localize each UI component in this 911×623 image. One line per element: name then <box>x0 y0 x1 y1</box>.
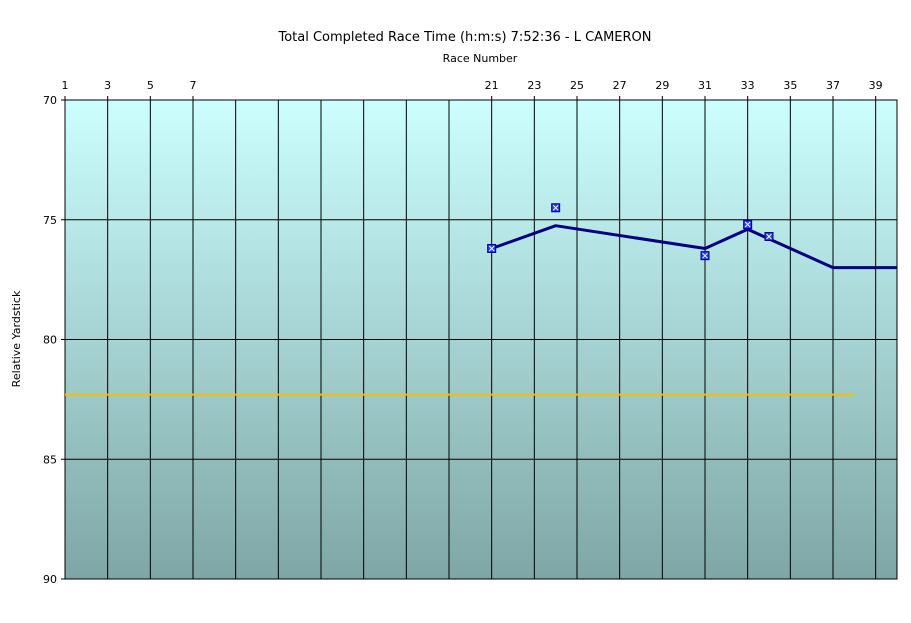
y-tick-label: 75 <box>43 214 57 227</box>
x-tick-label: 5 <box>147 79 154 92</box>
y-axis-label: Relative Yardstick <box>10 290 23 387</box>
x-tick-label: 3 <box>104 79 111 92</box>
x-tick-label: 33 <box>741 79 755 92</box>
grid <box>65 100 897 579</box>
x-axis-ticks: 1 3 5 7 21 23 25 27 29 31 33 35 37 39 <box>62 79 883 100</box>
y-tick-label: 70 <box>43 94 57 107</box>
series-line <box>491 224 897 270</box>
y-tick-label: 80 <box>43 334 57 347</box>
data-point-marker <box>487 243 497 253</box>
x-tick-label: 39 <box>869 79 883 92</box>
x-tick-label: 21 <box>485 79 499 92</box>
data-point-marker <box>764 232 774 242</box>
chart-title: Total Completed Race Time (h:m:s) 7:52:3… <box>277 30 651 45</box>
x-tick-label: 27 <box>613 79 627 92</box>
data-point-marker <box>700 251 710 261</box>
marker-cross <box>702 252 708 259</box>
x-tick-label: 37 <box>826 79 840 92</box>
marker-cross <box>766 233 772 240</box>
x-tick-label: 23 <box>527 79 541 92</box>
marker-cross <box>552 204 559 211</box>
data-point-marker <box>551 203 561 213</box>
marker-cross <box>488 245 495 252</box>
series-layer <box>65 203 897 396</box>
x-tick-label: 7 <box>190 79 197 92</box>
x-tick-label: 25 <box>570 79 584 92</box>
y-tick-label: 85 <box>43 453 57 466</box>
data-point-marker <box>743 220 753 230</box>
x-tick-label: 31 <box>698 79 712 92</box>
y-tick-label: 90 <box>43 573 57 586</box>
marker-cross <box>744 221 751 228</box>
x-tick-label: 1 <box>62 79 69 92</box>
x-axis-label: Race Number <box>443 52 518 65</box>
x-tick-label: 35 <box>783 79 797 92</box>
y-axis-ticks: 70 75 80 85 90 <box>43 94 65 586</box>
x-tick-label: 29 <box>655 79 669 92</box>
